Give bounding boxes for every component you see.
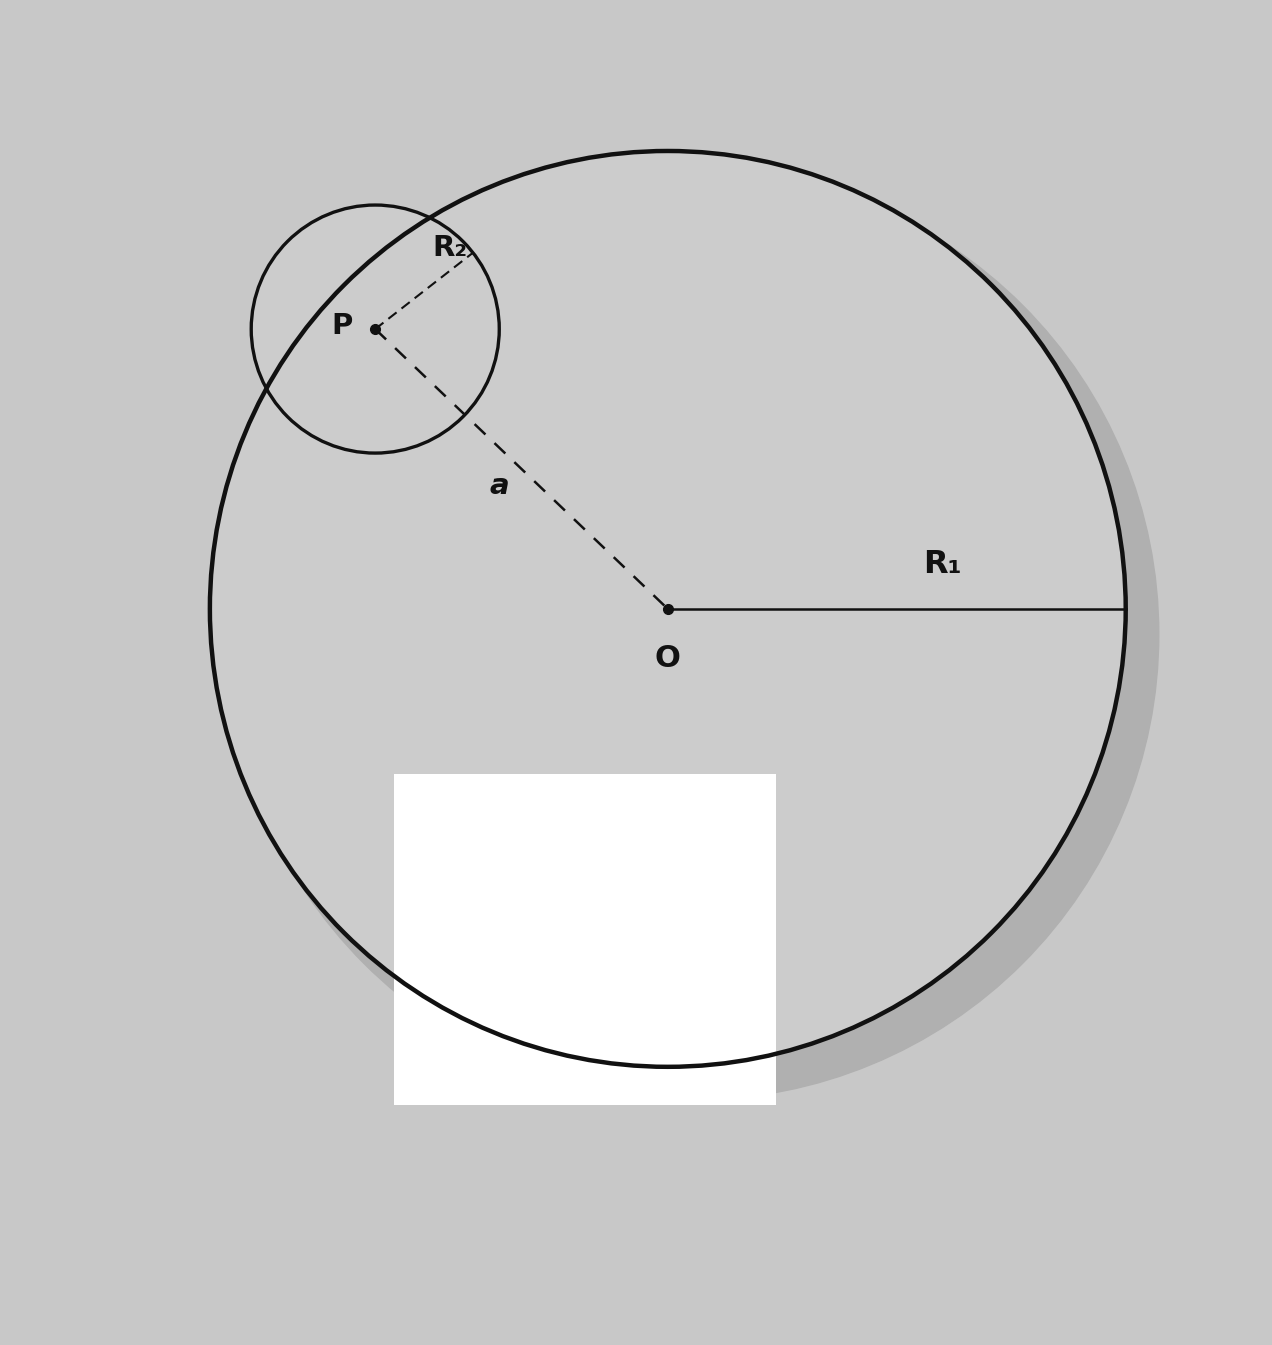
- Text: O: O: [655, 644, 681, 672]
- Circle shape: [210, 151, 1126, 1067]
- Circle shape: [228, 168, 1159, 1100]
- Text: R₂: R₂: [432, 234, 467, 262]
- Text: P: P: [332, 312, 354, 340]
- Text: a: a: [490, 472, 509, 500]
- Text: R₁: R₁: [923, 549, 962, 580]
- Circle shape: [252, 204, 499, 453]
- Bar: [394, 775, 776, 1106]
